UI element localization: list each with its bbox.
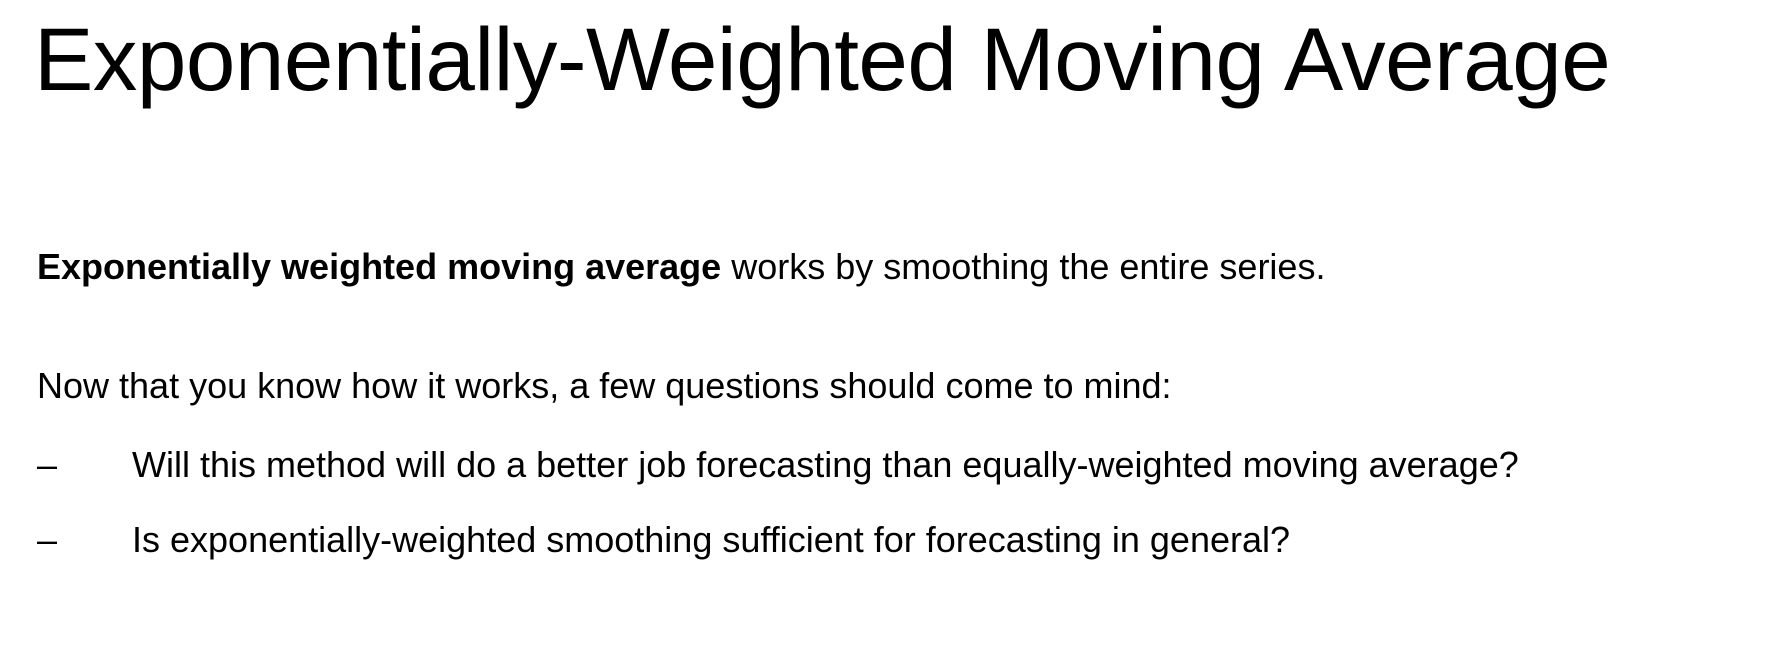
bullet-item: – Is exponentially-weighted smoothing suf… xyxy=(37,518,1290,561)
intro-paragraph: Exponentially weighted moving average wo… xyxy=(37,245,1325,288)
lead-paragraph: Now that you know how it works, a few qu… xyxy=(37,365,1172,406)
slide-title: Exponentially-Weighted Moving Average xyxy=(34,9,1611,109)
intro-rest: works by smoothing the entire series. xyxy=(721,246,1326,287)
bullet-text: Will this method will do a better job fo… xyxy=(132,444,1519,485)
bullet-dash: – xyxy=(37,519,58,560)
intro-bold-term: Exponentially weighted moving average xyxy=(37,246,722,287)
bullet-item: – Will this method will do a better job f… xyxy=(37,443,1519,486)
bullet-dash: – xyxy=(37,444,58,485)
bullet-text: Is exponentially-weighted smoothing suff… xyxy=(132,519,1291,560)
